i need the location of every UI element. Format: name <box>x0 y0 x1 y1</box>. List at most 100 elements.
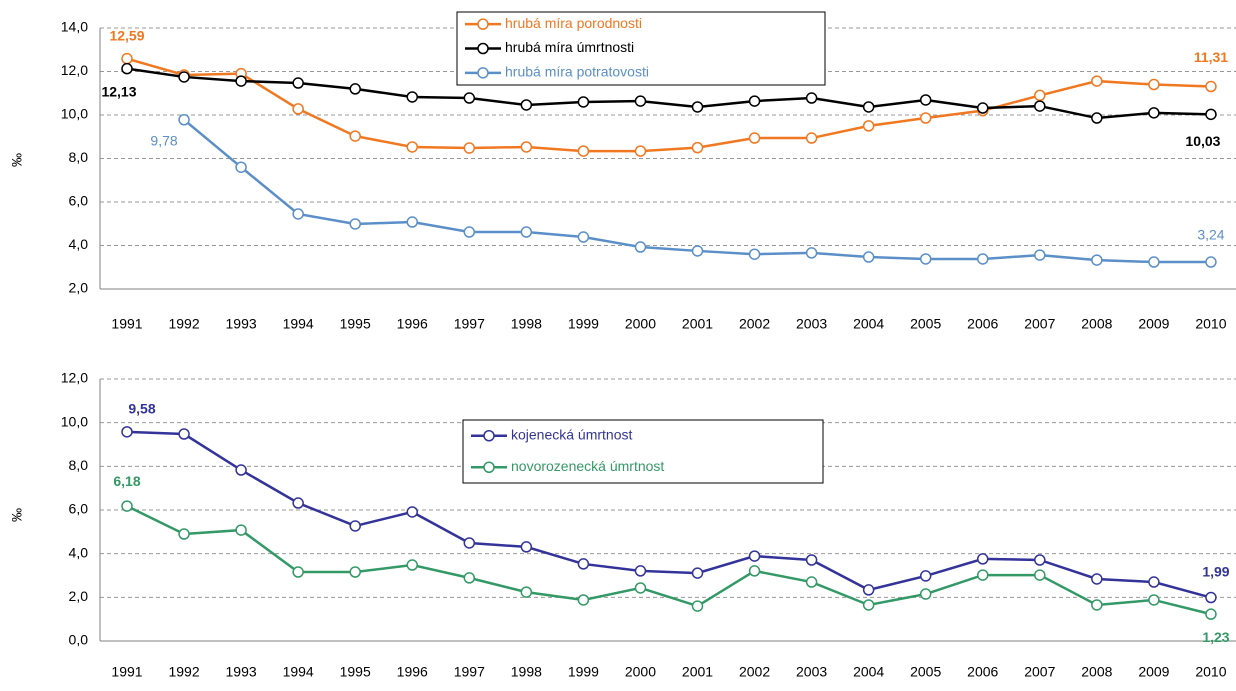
data-label: 3,24 <box>1197 227 1224 243</box>
marker <box>1148 256 1160 268</box>
x-tick-label: 1999 <box>568 316 599 332</box>
marker <box>805 247 818 259</box>
series-line <box>126 430 1212 599</box>
marker <box>1034 554 1046 566</box>
marker <box>919 94 932 106</box>
x-tick-label: 1998 <box>511 664 542 680</box>
legend-label: hrubá míra úmrtnosti <box>505 39 634 55</box>
marker <box>463 572 476 584</box>
x-tick-label: 2007 <box>1024 316 1055 332</box>
x-tick-label: 2005 <box>910 664 941 680</box>
marker <box>463 142 476 154</box>
marker <box>1148 78 1160 91</box>
x-tick-label: 2009 <box>1138 664 1169 680</box>
x-tick-label: 2006 <box>967 316 998 332</box>
data-label: 1,23 <box>1202 629 1229 645</box>
marker <box>634 565 647 577</box>
marker <box>1205 608 1217 620</box>
marker <box>1205 591 1217 604</box>
marker <box>1034 249 1046 261</box>
marker <box>178 528 190 540</box>
marker <box>292 497 304 509</box>
marker <box>520 586 533 598</box>
x-tick-label: 1996 <box>397 316 428 332</box>
x-tick-label: 1998 <box>511 316 542 332</box>
marker <box>1034 100 1046 112</box>
marker <box>634 95 647 107</box>
marker <box>1205 256 1217 268</box>
y-tick-label: 12,0 <box>61 370 88 386</box>
legend-box <box>456 11 826 86</box>
x-tick-label: 2008 <box>1081 664 1112 680</box>
x-tick-label: 1995 <box>340 316 371 332</box>
marker <box>634 241 647 253</box>
x-tick-label: 2004 <box>853 664 884 680</box>
y-tick-label: 10,0 <box>61 413 88 429</box>
marker <box>235 524 247 536</box>
x-tick-label: 1994 <box>283 664 314 680</box>
marker <box>862 251 875 263</box>
marker <box>977 569 989 581</box>
x-tick-label: 2003 <box>796 316 827 332</box>
x-tick-label: 2002 <box>739 664 770 680</box>
x-tick-label: 2009 <box>1138 316 1169 332</box>
marker <box>748 550 761 562</box>
legend-label: hrubá míra porodnosti <box>505 15 642 31</box>
marker <box>691 600 704 612</box>
marker <box>919 588 932 600</box>
marker <box>349 130 361 142</box>
x-tick-label: 1995 <box>340 664 371 680</box>
marker <box>1034 89 1046 102</box>
marker <box>349 520 361 532</box>
marker <box>748 565 761 577</box>
marker <box>463 537 476 549</box>
x-tick-label: 2008 <box>1081 316 1112 332</box>
data-label: 11,31 <box>1194 49 1228 65</box>
y-tick-label: 14,0 <box>61 19 88 35</box>
marker <box>862 599 875 611</box>
x-tick-label: 2000 <box>625 664 656 680</box>
marker <box>178 428 190 440</box>
marker <box>634 582 647 594</box>
marker <box>235 161 247 173</box>
x-tick-label: 1992 <box>168 664 199 680</box>
marker <box>748 95 761 107</box>
y-tick-label: 4,0 <box>69 236 89 252</box>
x-tick-label: 2000 <box>625 316 656 332</box>
legend-label: kojenecká úmrtnost <box>511 426 633 442</box>
marker <box>919 253 932 265</box>
legend-marker <box>477 67 489 79</box>
x-tick-label: 2010 <box>1195 664 1226 680</box>
marker <box>406 506 418 518</box>
data-label: 9,78 <box>150 132 177 148</box>
legend-marker <box>477 42 489 55</box>
marker <box>1034 569 1046 581</box>
marker <box>862 101 875 113</box>
marker <box>977 553 989 565</box>
marker <box>805 132 818 144</box>
marker <box>292 77 304 89</box>
x-tick-label: 1997 <box>454 316 485 332</box>
y-tick-label: 8,0 <box>69 149 89 165</box>
x-tick-label: 2004 <box>853 316 884 332</box>
data-label: 12,13 <box>101 83 136 99</box>
marker <box>691 245 704 257</box>
marker <box>1148 107 1160 119</box>
marker <box>691 101 704 113</box>
y-tick-label: 4,0 <box>69 544 89 560</box>
y-tick-label: 10,0 <box>61 106 88 122</box>
x-tick-label: 2001 <box>682 316 713 332</box>
marker <box>292 103 304 115</box>
marker <box>349 566 361 578</box>
legend-label: novorozenecká úmrtnost <box>511 458 664 474</box>
marker <box>862 584 875 596</box>
marker <box>520 99 533 111</box>
marker <box>919 570 932 582</box>
marker <box>691 567 704 579</box>
x-tick-label: 2003 <box>796 664 827 680</box>
marker <box>1091 254 1103 266</box>
series-line <box>126 504 1212 616</box>
x-tick-label: 1992 <box>168 316 199 332</box>
marker <box>520 141 533 153</box>
